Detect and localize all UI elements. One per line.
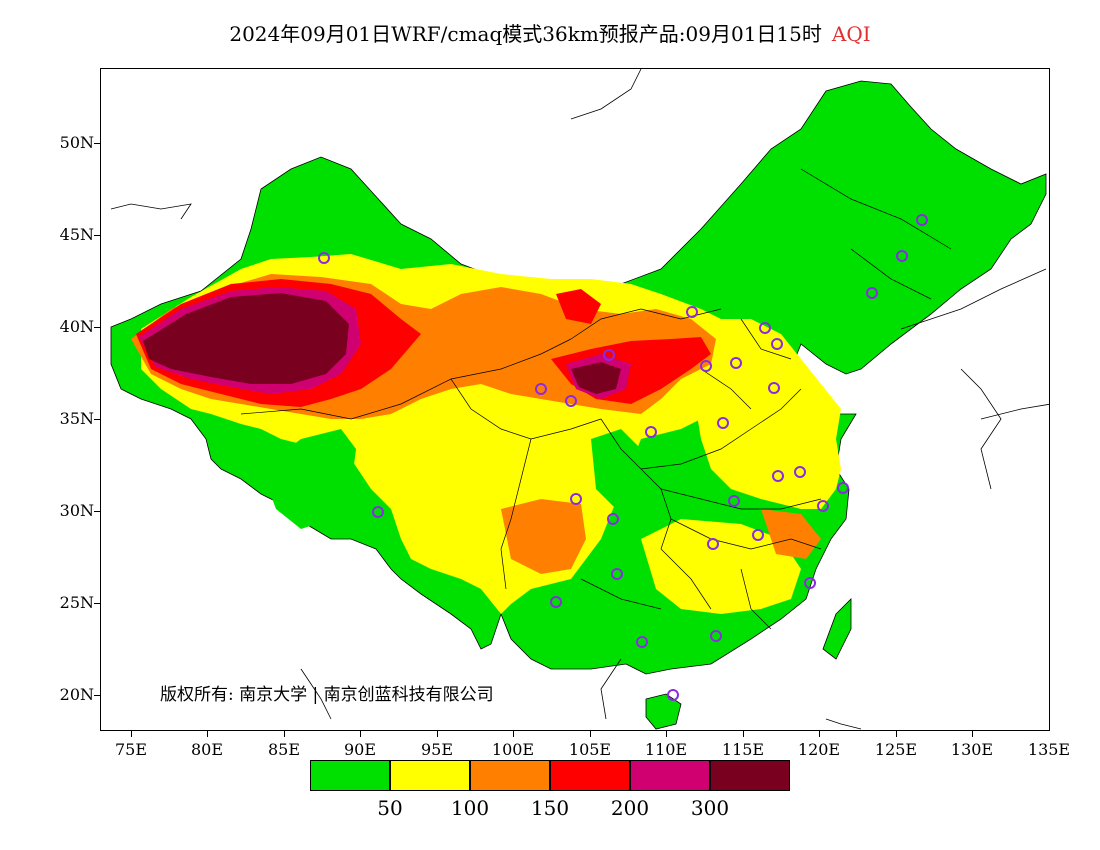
lon-label: 90E (343, 740, 377, 759)
lat-label: 45N (59, 225, 94, 244)
title-variable: AQI (831, 22, 871, 46)
lon-tick (513, 731, 514, 737)
station-marker (565, 395, 577, 407)
station-marker (717, 417, 729, 429)
station-marker (645, 426, 657, 438)
station-marker (318, 252, 330, 264)
legend-swatch-moderate (390, 760, 470, 791)
lon-tick (819, 731, 820, 737)
legend-label: 150 (530, 796, 570, 820)
region-usg-east (761, 509, 821, 559)
legend-swatch-good (310, 760, 390, 791)
lon-label: 125E (874, 740, 918, 759)
station-marker (837, 482, 849, 494)
station-marker (759, 322, 771, 334)
hainan-island (645, 693, 682, 730)
lon-label: 130E (950, 740, 994, 759)
neighbor-coastlines (110, 69, 1049, 730)
station-marker (570, 493, 582, 505)
station-marker (611, 568, 623, 580)
lat-label: 25N (59, 593, 94, 612)
legend-label: 200 (610, 796, 650, 820)
lat-label: 30N (59, 501, 94, 520)
station-marker (730, 357, 742, 369)
lon-label: 115E (721, 740, 765, 759)
station-marker (603, 349, 615, 361)
station-marker (817, 500, 829, 512)
lat-tick (94, 327, 100, 328)
legend-swatch-usg (470, 760, 550, 791)
lon-label: 75E (114, 740, 148, 759)
station-marker (794, 466, 806, 478)
station-marker (771, 338, 783, 350)
station-marker (707, 538, 719, 550)
lon-label: 80E (190, 740, 224, 759)
lat-tick (94, 235, 100, 236)
station-marker (372, 506, 384, 518)
lon-label: 110E (644, 740, 688, 759)
lon-label: 105E (568, 740, 612, 759)
lon-label: 95E (420, 740, 454, 759)
lat-tick (94, 695, 100, 696)
title-main: 2024年09月01日WRF/cmaq模式36km预报产品:09月01日15时 (229, 22, 822, 46)
region-hazardous-east (571, 362, 621, 394)
copyright-text: 版权所有: 南京大学 | 南京创蓝科技有限公司 (160, 685, 494, 705)
lon-tick (972, 731, 973, 737)
lon-tick (284, 731, 285, 737)
station-marker (667, 689, 679, 701)
lat-tick (94, 143, 100, 144)
legend-label: 100 (450, 796, 490, 820)
region-good-sichuan (591, 429, 641, 509)
region-unhealthy-north (556, 289, 601, 324)
lat-tick (94, 511, 100, 512)
station-marker (686, 306, 698, 318)
station-marker (752, 529, 764, 541)
lat-label: 35N (59, 409, 94, 428)
lon-tick (131, 731, 132, 737)
station-marker (700, 360, 712, 372)
station-markers (318, 214, 928, 701)
map-frame (100, 68, 1050, 731)
station-marker (728, 495, 740, 507)
map-title: 2024年09月01日WRF/cmaq模式36km预报产品:09月01日15时 A… (0, 18, 1100, 47)
lon-tick (896, 731, 897, 737)
region-hazardous (143, 293, 349, 384)
region-moderate-south (641, 519, 801, 614)
lat-label: 40N (59, 317, 94, 336)
legend-swatch-unhealthy (550, 760, 630, 791)
station-marker (768, 382, 780, 394)
lon-tick (360, 731, 361, 737)
station-marker (550, 596, 562, 608)
station-marker (916, 214, 928, 226)
station-marker (636, 636, 648, 648)
station-marker (804, 577, 816, 589)
lon-tick (590, 731, 591, 737)
lon-tick (207, 731, 208, 737)
lat-label: 50N (59, 133, 94, 152)
legend-swatch-hazardous (710, 760, 790, 791)
station-marker (896, 250, 908, 262)
lat-label: 20N (59, 685, 94, 704)
aqi-map-svg (110, 69, 1049, 730)
lon-tick (437, 731, 438, 737)
lat-tick (94, 603, 100, 604)
station-marker (772, 470, 784, 482)
legend-swatch-very-unhealthy (630, 760, 710, 791)
station-marker (710, 630, 722, 642)
lon-label: 85E (267, 740, 301, 759)
lon-label: 135E (1027, 740, 1071, 759)
taiwan-island (822, 598, 852, 660)
legend-label: 50 (377, 796, 403, 820)
station-marker (535, 383, 547, 395)
lon-tick (743, 731, 744, 737)
lon-tick (666, 731, 667, 737)
lon-label: 120E (797, 740, 841, 759)
lat-tick (94, 419, 100, 420)
station-marker (607, 513, 619, 525)
region-good-tibet (261, 429, 356, 529)
legend-label: 300 (690, 796, 730, 820)
station-marker (866, 287, 878, 299)
region-usg-basin (501, 499, 586, 574)
lon-label: 100E (491, 740, 535, 759)
